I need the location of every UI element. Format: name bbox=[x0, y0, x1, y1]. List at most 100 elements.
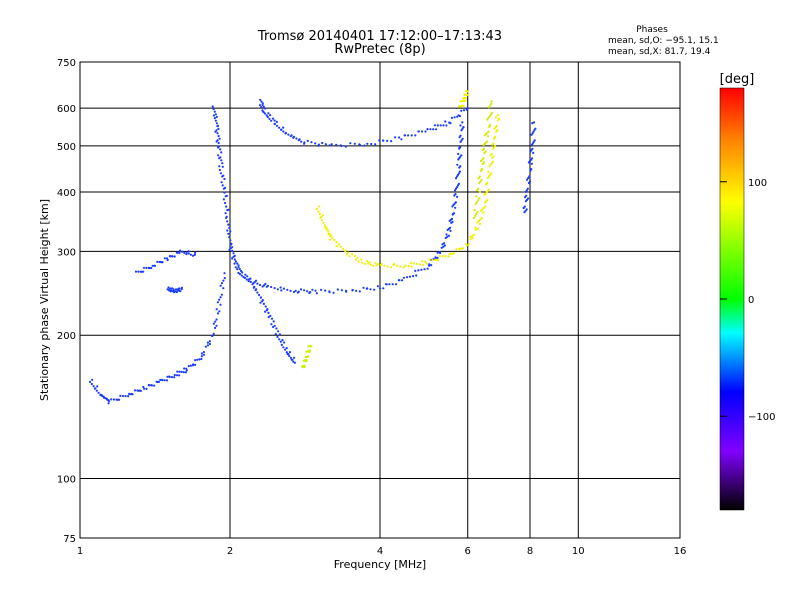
trace-point-o bbox=[272, 320, 275, 323]
trace-point-o bbox=[110, 398, 113, 401]
trace-point-o bbox=[208, 342, 211, 346]
trace-point-o bbox=[220, 159, 223, 162]
trace-point-o bbox=[163, 379, 166, 382]
trace-point-o bbox=[175, 290, 179, 294]
trace-point-o bbox=[397, 279, 400, 282]
trace-point-o bbox=[415, 274, 418, 277]
trace-point-x bbox=[472, 216, 476, 220]
trace-point-o bbox=[90, 382, 93, 386]
trace-point-o bbox=[274, 333, 277, 336]
trace-point-o bbox=[233, 258, 236, 261]
trace-point-o bbox=[532, 130, 535, 133]
trace-point-x bbox=[317, 210, 320, 213]
trace-point-o bbox=[314, 289, 317, 292]
trace-point-o bbox=[222, 279, 225, 282]
trace-point-o bbox=[179, 290, 182, 293]
trace-point-o bbox=[454, 206, 457, 209]
trace-point-o bbox=[289, 289, 292, 292]
trace-point-o bbox=[221, 184, 224, 187]
trace-point-o bbox=[171, 255, 174, 258]
y-tick-label: 200 bbox=[57, 331, 76, 342]
trace-point-x bbox=[467, 243, 470, 246]
trace-point-x bbox=[465, 97, 468, 100]
trace-point-x bbox=[431, 258, 434, 261]
trace-point-o bbox=[229, 230, 232, 233]
trace-point-o bbox=[446, 235, 449, 238]
trace-point-o bbox=[212, 322, 215, 325]
trace-point-o bbox=[142, 385, 145, 389]
trace-point-o bbox=[448, 121, 451, 124]
trace-point-o bbox=[362, 286, 365, 289]
trace-point-o bbox=[236, 262, 239, 265]
trace-point-o bbox=[267, 316, 270, 319]
trace-point-o bbox=[270, 119, 273, 122]
x-axis-label: Frequency [MHz] bbox=[334, 558, 426, 571]
trace-point-x bbox=[345, 253, 348, 256]
trace-point-o bbox=[528, 175, 531, 178]
trace-point-o bbox=[445, 124, 448, 127]
trace-point-o bbox=[227, 232, 230, 235]
trace-point-o bbox=[408, 275, 412, 278]
trace-point-x bbox=[389, 266, 393, 269]
trace-point-o bbox=[401, 279, 404, 282]
trace-point-o bbox=[459, 140, 462, 143]
trace-point-o bbox=[286, 352, 289, 356]
trace-point-o bbox=[366, 142, 369, 145]
trace-point-o bbox=[428, 263, 431, 266]
trace-point-o bbox=[525, 194, 528, 197]
trace-point-o bbox=[157, 380, 160, 383]
trace-point-o bbox=[277, 330, 280, 333]
trace-point-o bbox=[426, 267, 429, 270]
trace-point-o bbox=[231, 257, 234, 260]
trace-point-o bbox=[266, 284, 269, 287]
trace-point-x bbox=[356, 256, 359, 259]
trace-point-o bbox=[290, 134, 293, 137]
colorbar-ticks: 100 0 −100 bbox=[720, 178, 775, 423]
trace-point-o bbox=[293, 361, 296, 364]
trace-point-o bbox=[453, 116, 456, 119]
trace-point-o bbox=[450, 116, 453, 119]
x-tick-labels: 1 2 4 6 8 10 16 bbox=[77, 546, 687, 557]
trace-point-o bbox=[256, 282, 259, 285]
trace-point-x bbox=[496, 114, 500, 117]
trace-point-x bbox=[473, 233, 476, 236]
trace-point-o bbox=[91, 378, 94, 381]
trace-point-o bbox=[219, 156, 222, 159]
trace-point-o bbox=[233, 262, 236, 265]
trace-point-o bbox=[229, 243, 232, 246]
trace-point-o bbox=[225, 216, 228, 220]
trace-point-o bbox=[417, 269, 420, 272]
trace-point-x bbox=[339, 245, 342, 248]
trace-point-o bbox=[264, 310, 267, 313]
trace-point-o bbox=[218, 165, 221, 168]
trace-point-x bbox=[491, 160, 494, 163]
trace-point-o bbox=[218, 298, 221, 301]
trace-point-o bbox=[178, 374, 181, 377]
trace-point-o bbox=[349, 142, 352, 145]
trace-point-o bbox=[182, 371, 185, 374]
trace-point-x bbox=[418, 263, 422, 266]
trace-point-o bbox=[148, 266, 151, 270]
trace-point-o bbox=[124, 395, 127, 398]
trace-point-x bbox=[476, 211, 479, 214]
trace-point-o bbox=[102, 395, 105, 398]
trace-point-o bbox=[212, 332, 215, 335]
trace-point-o bbox=[107, 402, 110, 405]
trace-point-o bbox=[384, 283, 388, 286]
trace-point-o bbox=[227, 208, 230, 211]
trace-point-o bbox=[148, 384, 151, 387]
trace-point-o bbox=[223, 191, 226, 194]
trace-point-o bbox=[194, 363, 197, 366]
trace-point-x bbox=[421, 260, 424, 263]
trace-point-o bbox=[414, 269, 417, 272]
trace-point-o bbox=[459, 165, 462, 168]
trace-point-o bbox=[355, 289, 358, 292]
trace-point-x bbox=[399, 265, 402, 268]
trace-point-o bbox=[288, 351, 292, 354]
trace-point-x bbox=[447, 255, 450, 258]
trace-point-o bbox=[458, 170, 461, 173]
trace-point-o bbox=[218, 145, 221, 148]
trace-point-o bbox=[191, 254, 195, 257]
trace-point-x bbox=[465, 244, 468, 247]
trace-point-o bbox=[296, 291, 299, 294]
